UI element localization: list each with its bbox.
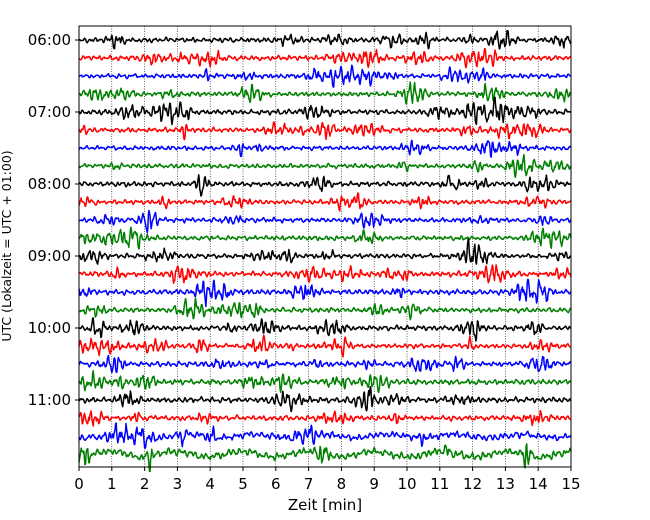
x-tick-label: 1 bbox=[107, 475, 117, 493]
x-tick-label: 4 bbox=[205, 475, 215, 493]
x-tick-label: 15 bbox=[561, 475, 580, 493]
x-tick-label: 10 bbox=[397, 475, 416, 493]
y-tick-label: 10:00 bbox=[28, 319, 71, 337]
x-tick-label: 6 bbox=[271, 475, 281, 493]
y-tick-label: 06:00 bbox=[28, 31, 71, 49]
x-tick-label: 2 bbox=[140, 475, 150, 493]
x-tick-label: 14 bbox=[529, 475, 548, 493]
trace-line bbox=[78, 192, 572, 212]
trace-line bbox=[78, 334, 572, 358]
y-axis-title: UTC (Lokalzeit = UTC + 01:00) bbox=[0, 150, 14, 341]
y-tick-label: 08:00 bbox=[28, 175, 71, 193]
x-ticks: 0 1 2 3 4 5 6 7 8 9 10 11 12 13 14 15 bbox=[74, 467, 581, 493]
plot-frame bbox=[78, 25, 572, 468]
x-axis-title: Zeit [min] bbox=[288, 496, 362, 514]
trace-line bbox=[78, 297, 572, 321]
trace-line bbox=[78, 443, 572, 473]
trace-line bbox=[78, 153, 572, 179]
y-ticks: 06:00 07:00 08:00 09:00 10:00 11:00 bbox=[28, 31, 79, 409]
trace-line bbox=[78, 139, 572, 158]
x-tick-label: 9 bbox=[369, 475, 379, 493]
trace-line bbox=[78, 317, 572, 342]
trace-line bbox=[78, 385, 572, 413]
x-tick-label: 8 bbox=[337, 475, 347, 493]
trace-line bbox=[78, 121, 572, 141]
trace-line bbox=[78, 226, 572, 250]
trace-line bbox=[78, 369, 572, 394]
x-tick-label: 11 bbox=[430, 475, 449, 493]
trace-line bbox=[78, 409, 572, 427]
trace-line bbox=[78, 64, 572, 88]
trace-line bbox=[78, 264, 572, 284]
traces bbox=[78, 29, 572, 473]
x-tick-label: 0 bbox=[74, 475, 84, 493]
y-tick-label: 11:00 bbox=[28, 391, 71, 409]
trace-line bbox=[78, 47, 572, 69]
trace-line bbox=[78, 422, 572, 449]
trace-line bbox=[78, 238, 572, 265]
trace-line bbox=[78, 354, 572, 374]
x-tick-label: 7 bbox=[304, 475, 314, 493]
x-tick-label: 13 bbox=[496, 475, 515, 493]
trace-line bbox=[78, 29, 572, 50]
x-tick-label: 5 bbox=[238, 475, 248, 493]
trace-line bbox=[78, 81, 572, 105]
y-tick-label: 09:00 bbox=[28, 247, 71, 265]
x-tick-label: 3 bbox=[173, 475, 183, 493]
grid-lines bbox=[111, 26, 539, 467]
trace-line bbox=[78, 278, 572, 308]
trace-line bbox=[78, 209, 572, 234]
y-tick-label: 07:00 bbox=[28, 103, 71, 121]
trace-line bbox=[78, 96, 572, 126]
trace-line bbox=[78, 173, 572, 197]
x-tick-label: 12 bbox=[463, 475, 482, 493]
